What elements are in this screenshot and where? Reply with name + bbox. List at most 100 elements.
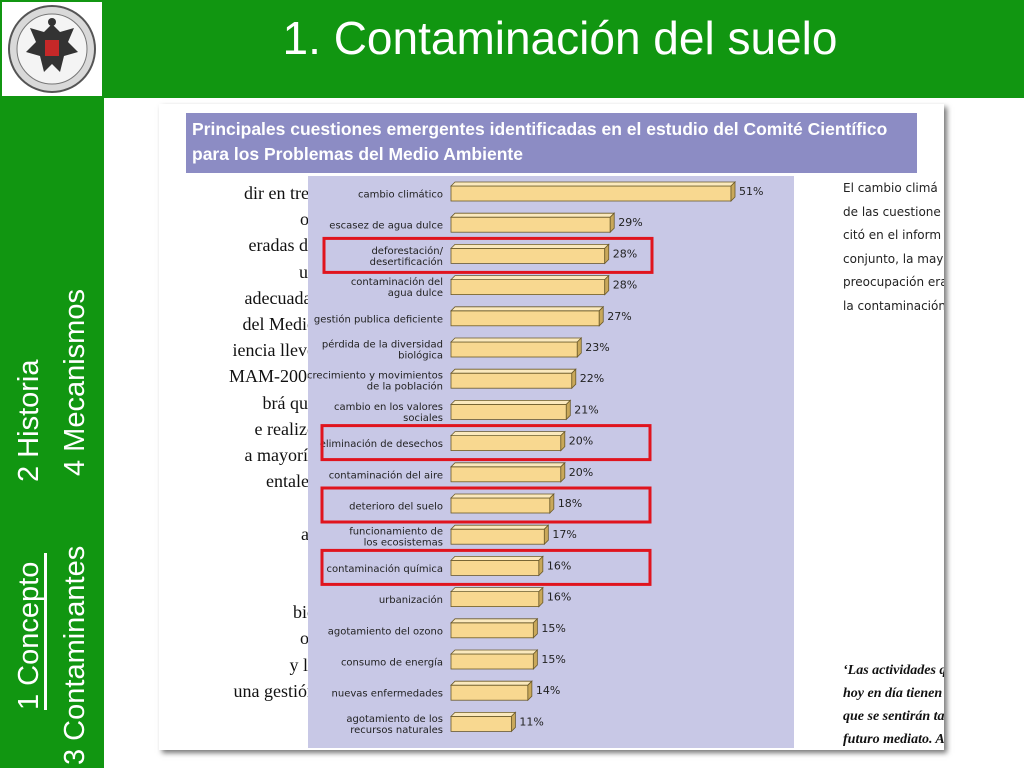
right-text-line: de las cuestione <box>843 204 941 219</box>
right-text-line: preocupación era <box>843 275 944 289</box>
bar-category-label: cambio en los valores <box>334 402 443 413</box>
bar-side <box>604 243 610 265</box>
left-text-line: brá que <box>262 392 308 413</box>
left-text-line: os <box>299 209 308 230</box>
bar <box>450 497 551 514</box>
bar-value-label: 28% <box>613 279 637 292</box>
bar-group: 20% eliminación de desechos <box>320 424 652 462</box>
bar-group: 20% contaminación del aire <box>329 461 593 483</box>
bar-category-label: deterioro del suelo <box>349 502 443 513</box>
bar <box>450 435 562 452</box>
bar-category-label: cambio climático <box>358 189 443 201</box>
bar-category-label: desertificación <box>370 256 443 268</box>
nav-item-concepto[interactable]: 1 Concepto <box>13 561 45 710</box>
bar-side <box>560 461 566 483</box>
right-text-line: El cambio climá <box>843 181 938 195</box>
bar-group: 15% agotamiento del ozono <box>328 617 566 639</box>
left-text-line: y la <box>289 654 309 675</box>
bar-top <box>450 399 572 405</box>
bar-value-label: 17% <box>552 528 576 541</box>
bar-side <box>538 555 544 577</box>
bar-top <box>450 181 736 187</box>
bar-side <box>532 649 538 670</box>
bar-chart: 51% cambio climático 29% escasez de agua du… <box>308 176 794 748</box>
bar <box>450 185 732 202</box>
nav-item-historia[interactable]: 2 Historia <box>13 359 45 483</box>
left-text-line: bio <box>292 602 308 623</box>
bar <box>450 466 562 483</box>
bar-top <box>450 337 583 343</box>
left-text-line: del Medio <box>242 314 309 334</box>
bar-side <box>532 617 538 639</box>
bar <box>450 372 573 389</box>
bar-top <box>450 431 566 437</box>
highlight-box <box>320 486 652 524</box>
bar-category-label: nuevas enfermedades <box>332 689 443 700</box>
bar-side <box>730 181 736 202</box>
bar-category-label: deforestación/ <box>371 245 443 257</box>
bar-value-label: 15% <box>541 622 565 635</box>
bar-category-label: biológica <box>398 350 443 362</box>
bar <box>450 591 540 608</box>
bar-category-label: contaminación del <box>351 276 443 288</box>
bar <box>450 310 600 327</box>
bar-side <box>538 586 544 608</box>
bar-value-label: 51% <box>739 185 763 198</box>
bar-side <box>510 711 516 733</box>
bar-value-label: 28% <box>613 247 637 260</box>
left-text-line: iencia llevó <box>232 340 308 361</box>
university-logo <box>2 2 102 96</box>
bar <box>450 559 540 576</box>
bar <box>450 248 606 264</box>
bar-top <box>450 649 539 655</box>
bar-group: 27% gestión publica deficiente <box>314 305 632 327</box>
right-quote-line: que se sentirán ta <box>843 709 944 724</box>
bar <box>450 684 529 701</box>
bar <box>450 622 534 639</box>
right-text-line: la contaminación <box>843 298 944 313</box>
bar-top <box>450 306 605 312</box>
bar <box>450 279 606 295</box>
bar-top <box>450 212 616 218</box>
bar-category-label: eliminación de desechos <box>320 438 443 450</box>
bar-value-label: 20% <box>569 435 593 448</box>
bar-category-label: crecimiento y movimientos <box>308 371 443 382</box>
bar-group: 16% urbanización <box>379 586 571 608</box>
chart-title-banner <box>186 113 917 173</box>
nav-item-mecanismos[interactable]: 4 Mecanismos <box>59 289 91 476</box>
bar-side <box>571 368 577 390</box>
nav-item-contaminantes[interactable]: 3 Contaminantes <box>59 545 91 765</box>
bar-category-label: recursos naturales <box>350 725 443 736</box>
bar-value-label: 21% <box>574 403 598 416</box>
bar-side <box>549 493 555 514</box>
right-text-line: citó en el inform <box>843 228 942 242</box>
bar-side <box>598 305 604 327</box>
bar-top <box>450 712 517 717</box>
bar-side <box>604 274 610 296</box>
bar-value-label: 23% <box>585 341 609 354</box>
bar-value-label: 29% <box>618 216 642 229</box>
bar-top <box>450 524 550 530</box>
left-text-line: MAM-2000 <box>228 366 308 387</box>
bar-side <box>543 524 549 546</box>
bar-category-label: gestión publica deficiente <box>314 313 443 325</box>
bar <box>450 216 611 233</box>
bar-top <box>450 680 533 686</box>
bar <box>450 341 578 358</box>
bar-group: 16% contaminación química <box>320 548 652 586</box>
right-quote-line: ‘Las actividades q <box>843 663 944 678</box>
bar-category-label: agotamiento de los <box>346 714 443 725</box>
bar-top <box>450 587 544 593</box>
bar-side <box>576 337 582 358</box>
bar-top <box>450 368 577 374</box>
bar-value-label: 15% <box>541 653 565 666</box>
left-text-line: una gestión <box>233 680 309 701</box>
bar-category-label: escasez de agua dulce <box>329 221 443 232</box>
left-text-line: adecuada. <box>244 287 308 308</box>
bar-side <box>527 680 533 702</box>
bar <box>450 716 512 732</box>
